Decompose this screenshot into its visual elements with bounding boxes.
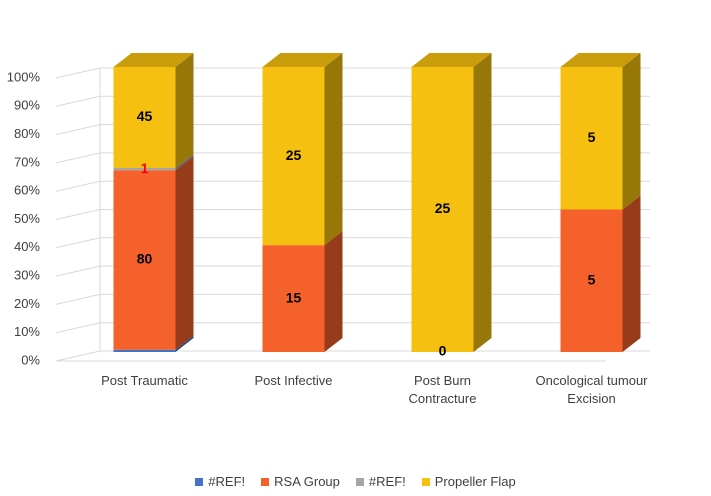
grid-depth-line bbox=[55, 350, 101, 362]
bar-segment bbox=[411, 53, 492, 352]
legend-label: RSA Group bbox=[274, 474, 340, 489]
bar-front bbox=[262, 67, 325, 246]
y-tick-label: 50% bbox=[14, 211, 40, 226]
legend-item: #REF! bbox=[195, 474, 245, 489]
legend-label: Propeller Flap bbox=[434, 474, 516, 489]
bar-segment bbox=[262, 53, 343, 246]
y-tick-label: 100% bbox=[7, 69, 41, 84]
legend-label: #REF! bbox=[208, 474, 246, 489]
x-tick-label: Oncological tumour Excision bbox=[535, 373, 648, 406]
legend-item: #REF! bbox=[355, 474, 406, 489]
y-tick-label: 90% bbox=[14, 98, 40, 113]
grid-depth-line bbox=[55, 152, 101, 164]
bar-side bbox=[175, 53, 194, 168]
y-tick-label: 70% bbox=[14, 154, 40, 169]
legend-swatch bbox=[261, 477, 270, 486]
grid-depth-line bbox=[55, 237, 101, 249]
bar-segment bbox=[113, 153, 194, 171]
legend-item: RSA Group bbox=[261, 474, 340, 489]
bar-segment bbox=[113, 335, 194, 352]
y-tick-label: 30% bbox=[14, 268, 40, 283]
bar-top bbox=[411, 53, 492, 67]
bar-side bbox=[622, 53, 641, 210]
bar-front bbox=[262, 245, 325, 352]
legend-swatch bbox=[195, 477, 204, 486]
data-label: 5 bbox=[588, 129, 596, 145]
legend-label: #REF! bbox=[368, 474, 406, 489]
grid-depth-line bbox=[55, 265, 101, 277]
bar-side bbox=[175, 153, 194, 171]
bar-top bbox=[262, 53, 343, 67]
bar-front bbox=[411, 67, 474, 352]
x-tick-label: Post Infective bbox=[254, 373, 333, 388]
grid-depth-line bbox=[55, 67, 101, 79]
bar-front bbox=[113, 167, 176, 171]
bar-front bbox=[560, 67, 623, 210]
bar-segment bbox=[262, 231, 343, 352]
bar-segment bbox=[560, 53, 641, 210]
y-tick-label: 60% bbox=[14, 183, 40, 198]
data-label: 80 bbox=[137, 251, 153, 267]
bar-top bbox=[113, 53, 194, 67]
y-tick-label: 80% bbox=[14, 126, 40, 141]
bar-front bbox=[113, 67, 176, 168]
bar-side bbox=[175, 335, 194, 352]
bar-front bbox=[113, 170, 176, 350]
bar-front bbox=[113, 349, 176, 352]
y-tick-label: 10% bbox=[14, 324, 40, 339]
x-tick-label: Post Burn Contracture bbox=[408, 373, 477, 406]
data-label: 1 bbox=[141, 160, 149, 176]
legend-swatch bbox=[355, 477, 364, 486]
legend-item: Propeller Flap bbox=[421, 474, 516, 489]
legend-swatch bbox=[421, 477, 430, 486]
bar-top bbox=[560, 53, 641, 67]
grid-depth-line bbox=[55, 293, 101, 305]
data-label: 25 bbox=[286, 147, 302, 163]
data-label: 5 bbox=[588, 271, 596, 287]
y-tick-label: 0% bbox=[21, 352, 40, 367]
grid-depth-line bbox=[55, 322, 101, 334]
data-label: 25 bbox=[435, 200, 451, 216]
grid-depth-line bbox=[55, 124, 101, 136]
grid-depth-line bbox=[55, 180, 101, 192]
bar-side bbox=[324, 53, 343, 246]
grid-depth-line bbox=[55, 209, 101, 220]
bar-side bbox=[473, 53, 492, 352]
bar-side bbox=[622, 195, 641, 352]
data-label: 0 bbox=[439, 343, 447, 359]
x-tick-label: Post Traumatic bbox=[101, 373, 188, 388]
data-label: 45 bbox=[137, 108, 153, 124]
grid-depth-line bbox=[55, 95, 101, 107]
bar-front bbox=[560, 209, 623, 352]
bar-segment bbox=[113, 156, 194, 350]
bar-side bbox=[324, 231, 343, 352]
y-tick-label: 40% bbox=[14, 239, 40, 254]
legend: #REF! RSA Group #REF! Propeller Flap bbox=[0, 474, 711, 489]
data-label: 15 bbox=[286, 289, 302, 305]
y-tick-label: 20% bbox=[14, 296, 40, 311]
bar-segment bbox=[560, 195, 641, 352]
bar-segment bbox=[113, 53, 194, 168]
bar-side bbox=[175, 156, 194, 350]
